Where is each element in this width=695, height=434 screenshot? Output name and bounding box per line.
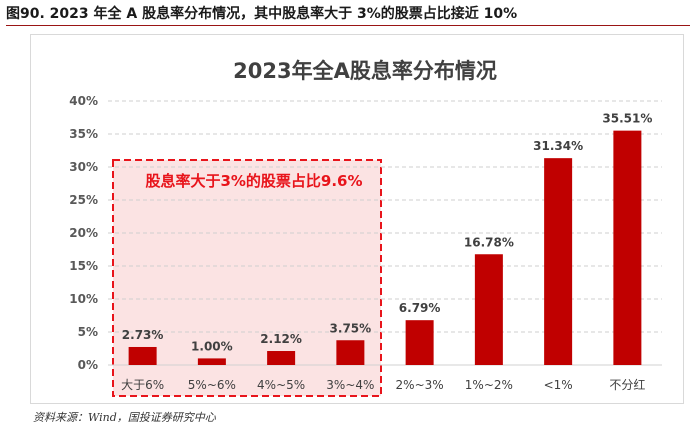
y-tick-label: 35%	[69, 127, 98, 141]
y-tick-label: 10%	[69, 292, 98, 306]
y-tick-label: 30%	[69, 160, 98, 174]
value-label: 6.79%	[399, 301, 441, 315]
source-note: 资料来源：Wind，国投证券研究中心	[33, 411, 216, 424]
bar	[336, 340, 365, 365]
x-tick-label: 大于6%	[121, 378, 164, 392]
y-tick-label: 40%	[69, 94, 98, 108]
annotation-text: 股息率大于3%的股票占比9.6%	[145, 172, 362, 190]
chart-title: 2023年全A股息率分布情况	[233, 59, 497, 83]
bar	[544, 158, 573, 365]
value-label: 2.73%	[122, 328, 164, 342]
value-label: 31.34%	[533, 139, 583, 153]
x-tick-label: 2%~3%	[396, 378, 444, 392]
bar	[267, 351, 296, 365]
bar	[128, 346, 157, 365]
bar	[197, 358, 226, 365]
y-tick-label: 25%	[69, 193, 98, 207]
figure-caption: 图90. 2023 年全 A 股息率分布情况，其中股息率大于 3%的股票占比接近…	[6, 6, 518, 22]
x-tick-label: 5%~6%	[188, 378, 236, 392]
value-label: 16.78%	[464, 235, 514, 249]
x-tick-label: 4%~5%	[257, 378, 305, 392]
y-tick-label: 20%	[69, 226, 98, 240]
annotation-box	[112, 159, 382, 397]
value-label: 2.12%	[260, 332, 302, 346]
bar	[474, 254, 503, 365]
y-tick-label: 15%	[69, 259, 98, 273]
x-tick-label: <1%	[544, 378, 573, 392]
caption-divider	[6, 25, 690, 26]
value-label: 35.51%	[602, 112, 652, 126]
x-tick-label: 1%~2%	[465, 378, 513, 392]
x-tick-label: 不分红	[609, 377, 645, 392]
y-tick-label: 0%	[78, 358, 98, 372]
bar	[613, 130, 642, 365]
value-label: 1.00%	[191, 339, 233, 353]
chart-frame	[30, 34, 684, 404]
value-label: 3.75%	[330, 321, 372, 335]
y-tick-label: 5%	[78, 325, 98, 339]
bar	[405, 320, 434, 365]
x-tick-label: 3%~4%	[326, 378, 374, 392]
